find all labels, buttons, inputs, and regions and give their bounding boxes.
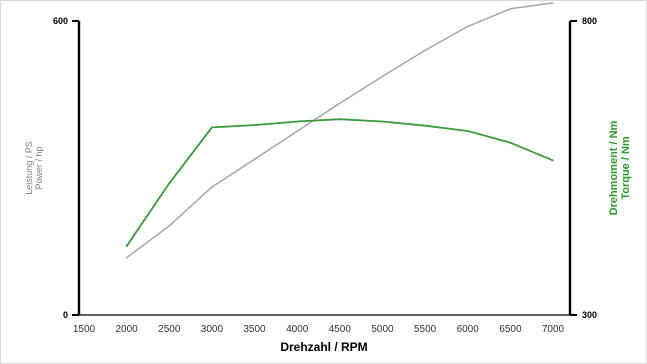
x-tick-label: 7000	[542, 324, 565, 335]
power-series-line	[126, 2, 554, 259]
y-left-tick-label-min: 0	[63, 310, 68, 320]
x-tick-label: 2000	[115, 324, 138, 335]
axes	[72, 20, 577, 316]
y-left-tick-label-max: 600	[53, 16, 68, 26]
y-left-title-line1: Leistung / PS	[24, 141, 34, 195]
y-right-tick-label-max: 800	[582, 16, 597, 26]
power-point	[424, 49, 426, 52]
torque-point	[125, 245, 128, 247]
torque-point	[296, 120, 299, 123]
torque-point	[424, 124, 426, 127]
torque-point	[466, 130, 469, 132]
torque-point	[381, 120, 384, 123]
torque-point	[211, 126, 213, 129]
power-point	[509, 8, 512, 10]
x-tick-label: 5500	[414, 324, 437, 335]
y-right-title-line2: Torque / Nm	[620, 136, 632, 200]
power-point	[381, 75, 384, 78]
x-tick-label: 6000	[457, 324, 480, 335]
x-axis-title: Drehzahl / RPM	[280, 340, 367, 354]
x-tick-label: 2500	[158, 324, 181, 335]
x-tick-labels: 1500 2000 2500 3000 3500 4000 4500 5000 5500 6000…	[73, 324, 565, 335]
y-right-tick-label-min: 300	[582, 310, 597, 320]
x-tick-label: 1500	[73, 324, 96, 335]
torque-point	[509, 141, 512, 144]
torque-point	[168, 182, 171, 185]
torque-series-line	[125, 118, 554, 247]
x-tick-label: 4000	[286, 324, 309, 335]
y-right-title-line1: Drehmoment / Nm	[608, 120, 620, 215]
power-point	[211, 186, 213, 188]
x-tick-label: 3500	[243, 324, 266, 335]
x-tick-label: 5000	[371, 324, 394, 335]
power-point	[253, 158, 256, 160]
y-left-title-line2: Power / hp	[34, 146, 44, 189]
power-point	[339, 102, 341, 105]
power-point	[466, 25, 469, 28]
x-tick-label: 3000	[201, 324, 224, 335]
power-point	[168, 225, 171, 227]
x-tick-label: 6500	[499, 324, 522, 335]
power-point	[296, 130, 299, 133]
x-tick-label: 4500	[329, 324, 352, 335]
torque-point	[339, 118, 341, 120]
y-right-title: Drehmoment / Nm Torque / Nm	[608, 120, 632, 215]
torque-point	[253, 124, 256, 126]
torque-point	[552, 159, 554, 162]
power-point	[125, 256, 128, 259]
series-layer	[125, 2, 554, 259]
power-point	[552, 2, 554, 4]
y-left-title: Leistung / PS Power / hp	[24, 141, 44, 195]
